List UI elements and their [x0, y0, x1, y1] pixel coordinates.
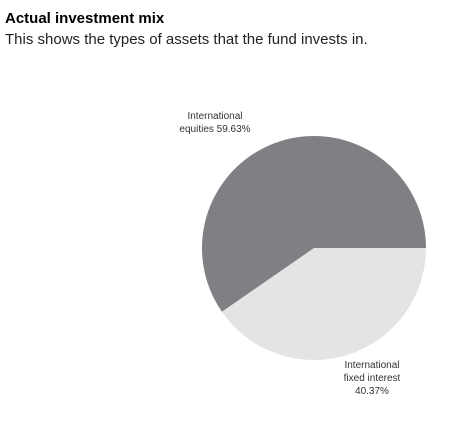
slice-label-line: International	[187, 111, 243, 122]
section-description: This shows the types of assets that the …	[5, 31, 368, 48]
section-heading: Actual investment mix	[5, 10, 165, 27]
slice-label-line: 40.37%	[355, 386, 389, 397]
slice-label-international-equities: International equities 59.63%	[160, 110, 270, 136]
slice-label-line: International	[344, 360, 400, 371]
slice-label-international-fixed-interest: International fixed interest 40.37%	[322, 359, 422, 398]
slice-label-line: equities 59.63%	[179, 124, 251, 135]
pie-slice-international-equities	[202, 136, 426, 312]
slice-label-line: fixed interest	[343, 373, 401, 384]
pie-slice-international-fixed-interest	[221, 248, 426, 360]
